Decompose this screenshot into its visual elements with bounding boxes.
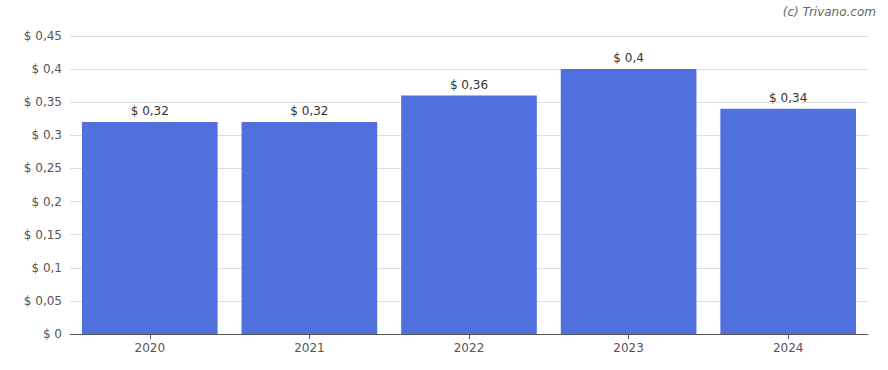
svg-text:$ 0,32: $ 0,32 — [290, 104, 328, 118]
svg-text:$ 0,45: $ 0,45 — [24, 29, 62, 43]
svg-text:(c) Trivano.com: (c) Trivano.com — [783, 5, 876, 19]
svg-text:$ 0,35: $ 0,35 — [24, 95, 62, 109]
svg-text:$ 0,3: $ 0,3 — [31, 128, 62, 142]
svg-text:$ 0,32: $ 0,32 — [131, 104, 169, 118]
svg-text:2021: 2021 — [294, 341, 325, 355]
svg-text:2024: 2024 — [773, 341, 804, 355]
svg-text:2020: 2020 — [135, 341, 166, 355]
svg-text:$ 0,36: $ 0,36 — [450, 78, 488, 92]
svg-text:$ 0,1: $ 0,1 — [31, 261, 62, 275]
svg-text:$ 0,05: $ 0,05 — [24, 294, 62, 308]
svg-text:$ 0: $ 0 — [43, 327, 62, 341]
svg-text:$ 0,2: $ 0,2 — [31, 195, 62, 209]
svg-text:$ 0,25: $ 0,25 — [24, 161, 62, 175]
svg-text:2022: 2022 — [454, 341, 485, 355]
svg-text:$ 0,4: $ 0,4 — [613, 51, 644, 65]
svg-text:$ 0,4: $ 0,4 — [31, 62, 62, 76]
svg-text:2023: 2023 — [613, 341, 644, 355]
svg-text:$ 0,34: $ 0,34 — [769, 91, 807, 105]
svg-text:$ 0,15: $ 0,15 — [24, 228, 62, 242]
